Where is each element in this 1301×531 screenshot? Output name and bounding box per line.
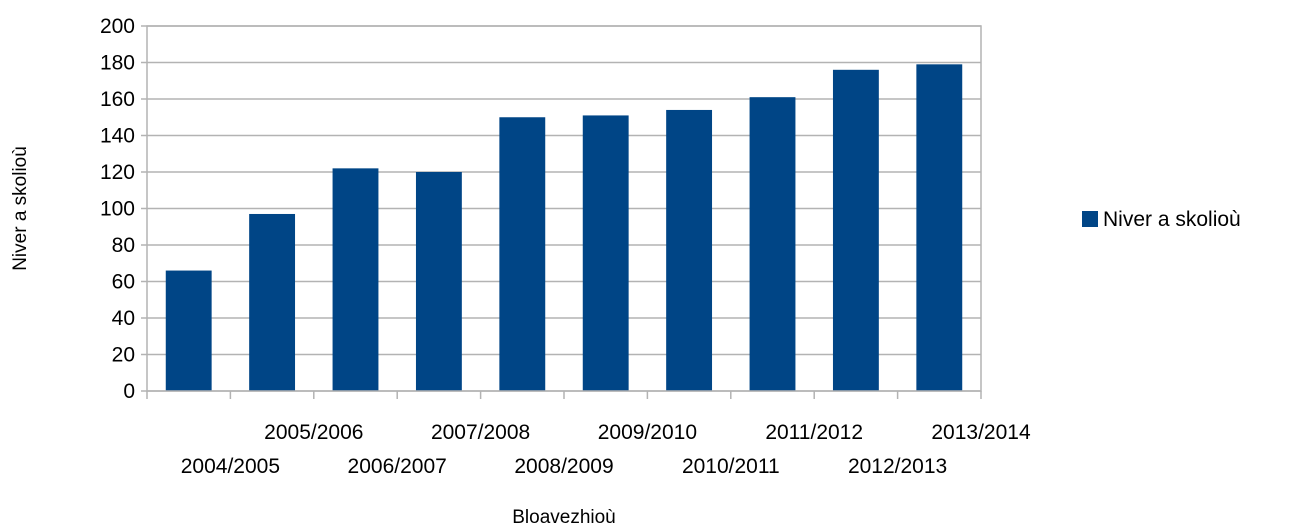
bar <box>749 97 796 392</box>
legend-swatch <box>1082 211 1098 227</box>
y-tick-label: 200 <box>100 15 135 38</box>
bar <box>165 270 212 391</box>
x-tick-label: 2011/2012 <box>765 421 863 444</box>
x-tick-label: 2005/2006 <box>264 421 363 444</box>
y-tick-label: 140 <box>100 125 135 148</box>
x-tick-label: 2010/2011 <box>682 455 780 478</box>
x-tick-label: 2012/2013 <box>848 455 947 478</box>
bar <box>332 168 379 391</box>
x-tick-label: 2006/2007 <box>348 455 447 478</box>
bars <box>165 64 963 392</box>
y-tick-label: 100 <box>100 198 135 221</box>
y-tick-label: 0 <box>123 380 135 403</box>
bar <box>666 109 713 391</box>
x-tick-label: 2008/2009 <box>514 455 613 478</box>
y-tick-label: 80 <box>112 234 135 257</box>
y-tick-label: 160 <box>100 88 135 111</box>
bar <box>499 117 546 391</box>
bar <box>832 69 879 392</box>
bar <box>582 115 629 392</box>
y-tick-label: 20 <box>112 344 135 367</box>
y-tick-label: 180 <box>100 52 135 75</box>
bar <box>415 172 462 391</box>
legend: Niver a skolioù <box>1082 208 1241 231</box>
y-tick-label: 40 <box>112 307 135 330</box>
axes <box>141 25 982 399</box>
x-axis-tick-labels: 2004/2005 2005/2006 2006/2007 2007/2008 2008… <box>181 421 1031 478</box>
y-axis-tick-labels: 0 20 40 60 80 100 120 140 160 180 200 <box>100 15 135 403</box>
legend-label: Niver a skolioù <box>1103 208 1241 231</box>
x-tick-label: 2007/2008 <box>431 421 530 444</box>
y-axis-title: Niver a skolioù <box>10 146 31 271</box>
bar <box>916 64 963 391</box>
x-axis-title: Bloavezhioù <box>512 507 616 528</box>
y-tick-label: 60 <box>112 271 135 294</box>
y-tick-label: 120 <box>100 161 135 184</box>
x-tick-label: 2009/2010 <box>598 421 697 444</box>
bar <box>249 213 296 391</box>
x-tick-label: 2013/2014 <box>931 421 1031 444</box>
x-tick-label: 2004/2005 <box>181 455 280 478</box>
